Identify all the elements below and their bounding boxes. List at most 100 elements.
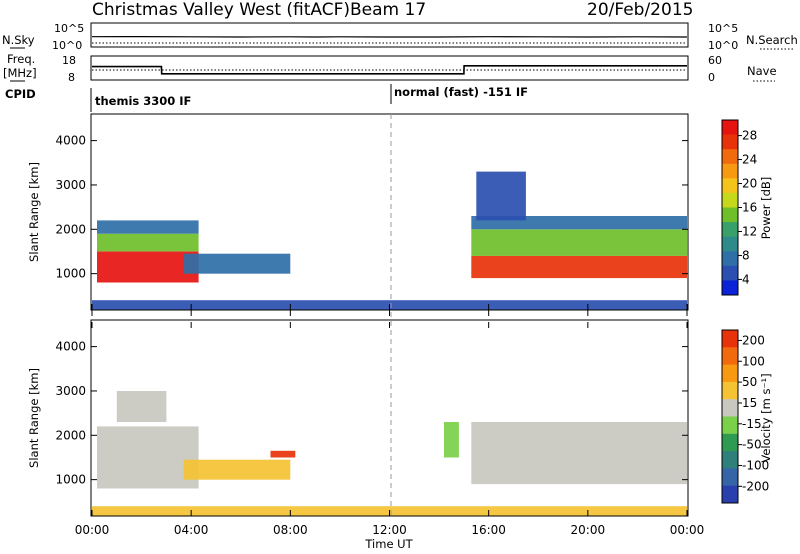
velocity-panel: Slant Range [km] 1000 2000 3000 4000 [27, 319, 689, 517]
colorbar-swatch [722, 134, 738, 150]
freq-tick-bottom: 8 [68, 71, 75, 84]
xtick-label: 00:00 [670, 523, 705, 537]
colorbar-swatch [722, 468, 738, 487]
heatmap-region [97, 220, 199, 234]
colorbar-swatch [722, 347, 738, 366]
nsky-axis-box [90, 22, 689, 48]
power-heatmap-cells [92, 171, 687, 310]
nave-label: Nave [747, 64, 777, 78]
heatmap-region [116, 391, 167, 422]
heatmap-region [97, 251, 199, 283]
power-colorbar-ticks: 28 24 20 16 12 8 4 [738, 129, 757, 286]
ytick-label: 4000 [55, 134, 86, 148]
velocity-colorbar-ticks: 200 100 50 15 -15 -50 -100 -200 [738, 333, 769, 493]
colorbar-tick-label: -50 [742, 438, 762, 452]
cpid-mode-1: themis 3300 IF [95, 94, 191, 108]
ytick-label: 3000 [55, 384, 86, 398]
freq-tick-top: 18 [62, 54, 76, 67]
velocity-colorbar-frame [721, 329, 739, 504]
ytick-label: 2000 [55, 428, 86, 442]
colorbar-tick-label: 4 [742, 272, 750, 286]
ytick-label: 4000 [55, 340, 86, 354]
freq-series-line [92, 65, 687, 75]
ytick-label: 1000 [55, 473, 86, 487]
xtick-label: 00:00 [75, 523, 110, 537]
nsearch-label: N.Search [746, 33, 798, 47]
time-xticks: 00:00 04:00 08:00 12:00 16:00 20:00 00:00 [75, 304, 705, 537]
time-xlabel: Time UT [364, 537, 413, 551]
heatmap-region [444, 422, 459, 458]
colorbar-tick-label: 100 [742, 354, 765, 368]
nsky-panel: N.Sky 10^5 10^0 10^5 10^0 N.Search [2, 22, 798, 52]
heatmap-region [471, 229, 687, 256]
freq-panel: Freq. [MHz] 18 8 60 0 Nave [3, 52, 777, 84]
velocity-yticks: 1000 2000 3000 4000 [55, 340, 688, 487]
colorbar-tick-label: 16 [742, 201, 757, 215]
cpid-mode-2: normal (fast) -151 IF [394, 85, 528, 99]
colorbar-swatch [722, 433, 738, 452]
heatmap-region [476, 171, 526, 221]
nsky-tick-bottom: 10^0 [52, 39, 82, 52]
nave-tick-top: 60 [708, 54, 722, 67]
nsearch-tick-bottom: 10^0 [708, 39, 738, 52]
ytick-label: 1000 [55, 267, 86, 281]
colorbar-tick-label: 200 [742, 333, 765, 347]
colorbar-tick-label: 24 [742, 153, 757, 167]
xtick-label: 16:00 [471, 523, 506, 537]
colorbar-tick-label: 15 [742, 396, 757, 410]
heatmap-region [471, 422, 687, 485]
colorbar-swatch [722, 192, 738, 208]
colorbar-swatch [722, 485, 738, 504]
nsky-tick-top: 10^5 [54, 22, 84, 35]
power-yticks: 1000 2000 3000 4000 [55, 134, 688, 281]
velocity-colorbar: 200 100 50 15 -15 -50 -100 -200 Velocity [m s⁻¹… [721, 329, 773, 504]
colorbar-swatch [722, 149, 738, 165]
colorbar-swatch [722, 163, 738, 179]
colorbar-swatch [722, 120, 738, 136]
xtick-label: 20:00 [571, 523, 606, 537]
beam-label: Beam 17 [350, 0, 426, 20]
heatmap-region [183, 253, 291, 274]
colorbar-tick-label: 28 [742, 129, 757, 143]
xtick-label: 08:00 [273, 523, 308, 537]
colorbar-swatch [722, 236, 738, 252]
heatmap-region [270, 450, 296, 458]
cpid-strip: CPID themis 3300 IF normal (fast) -151 I… [5, 84, 528, 112]
velocity-heatmap-cells [92, 391, 687, 516]
xtick-label: 12:00 [372, 523, 407, 537]
heatmap-region [183, 459, 291, 480]
power-colorbar-title: Power [dB] [759, 177, 773, 240]
cpid-label: CPID [5, 87, 36, 101]
nave-tick-bottom: 0 [708, 71, 715, 84]
chart-title: Christmas Valley West (fitACF) [92, 0, 350, 20]
colorbar-tick-label: 20 [742, 177, 757, 191]
colorbar-tick-label: -200 [742, 479, 769, 493]
nsky-label: N.Sky [2, 33, 35, 47]
freq-label: Freq. [7, 52, 35, 66]
velocity-colorbar-title: Velocity [m s⁻¹] [759, 373, 773, 462]
colorbar-swatch [722, 381, 738, 400]
freq-axis-box [90, 55, 689, 81]
colorbar-swatch [722, 178, 738, 194]
colorbar-tick-label: 12 [742, 224, 757, 238]
power-colorbar-swatches [722, 120, 738, 296]
power-ylabel: Slant Range [km] [27, 162, 41, 262]
heatmap-region [471, 255, 687, 279]
velocity-colorbar-swatches [722, 330, 738, 504]
colorbar-swatch [722, 330, 738, 348]
velocity-ylabel: Slant Range [km] [27, 368, 41, 468]
ytick-label: 3000 [55, 178, 86, 192]
colorbar-swatch [722, 364, 738, 383]
power-colorbar: 28 24 20 16 12 8 4 Power [dB] [721, 119, 773, 296]
colorbar-swatch [722, 451, 738, 469]
colorbar-swatch [722, 280, 738, 296]
colorbar-swatch [722, 251, 738, 267]
heatmap-region [97, 233, 199, 252]
colorbar-swatch [722, 265, 738, 281]
freq-unit-label: [MHz] [3, 66, 37, 80]
nsearch-tick-top: 10^5 [708, 22, 738, 35]
colorbar-swatch [722, 416, 738, 435]
heatmap-region [97, 426, 199, 489]
colorbar-tick-label: 50 [742, 375, 757, 389]
